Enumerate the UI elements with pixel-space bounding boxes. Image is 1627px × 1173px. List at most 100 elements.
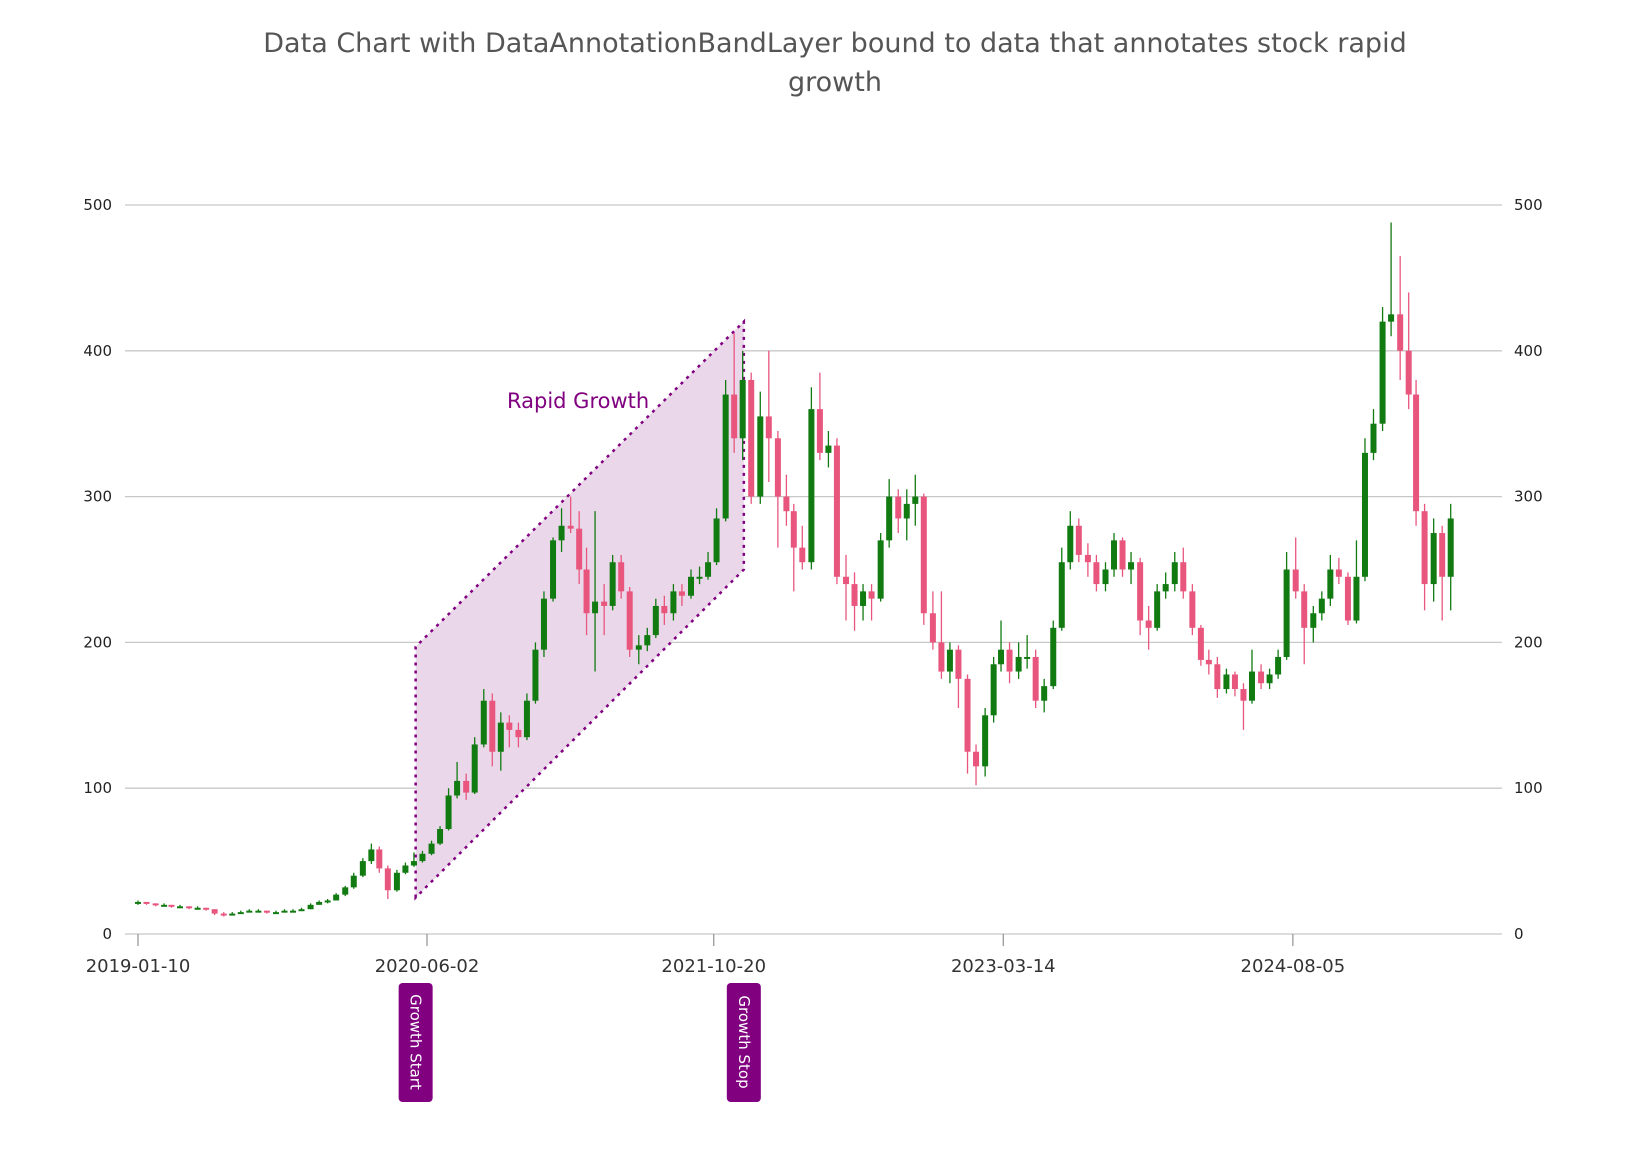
candle xyxy=(168,904,175,908)
candle-body xyxy=(237,912,244,915)
y-tick-label-left: 100 xyxy=(83,779,112,797)
candle-body xyxy=(410,861,417,866)
candle xyxy=(955,645,962,709)
candle-body xyxy=(255,910,262,913)
candle xyxy=(618,554,625,599)
candle xyxy=(1006,642,1013,684)
y-tick-label-left: 200 xyxy=(83,633,112,651)
candle xyxy=(1439,525,1446,621)
candle-body xyxy=(1223,674,1230,690)
y-tick-label-right: 100 xyxy=(1514,779,1543,797)
candle xyxy=(1379,307,1386,431)
candle xyxy=(765,350,772,483)
candle xyxy=(1266,668,1273,690)
candle-body xyxy=(1344,576,1351,621)
candle xyxy=(186,906,193,910)
candle-body xyxy=(480,700,487,745)
candle xyxy=(237,910,244,915)
candle xyxy=(799,525,806,570)
candle-body xyxy=(1318,598,1325,614)
candle xyxy=(990,656,997,723)
candle-body xyxy=(316,901,323,905)
candle xyxy=(263,910,270,914)
candle xyxy=(783,474,790,526)
candle-body xyxy=(523,700,530,738)
candle-body xyxy=(748,379,755,497)
candle-body xyxy=(281,910,288,913)
candle xyxy=(359,858,366,878)
candle xyxy=(1189,584,1196,636)
candle xyxy=(903,489,910,541)
candle xyxy=(307,903,314,910)
candle-body xyxy=(1111,540,1118,570)
candle xyxy=(567,496,574,534)
candle xyxy=(670,584,677,621)
candle xyxy=(255,909,262,913)
y-tick-label-left: 400 xyxy=(83,342,112,360)
candle-body xyxy=(1137,562,1144,621)
candle-body xyxy=(463,780,470,793)
candle-body xyxy=(783,496,790,512)
candle-body xyxy=(515,729,522,738)
candle xyxy=(877,533,884,602)
candle-body xyxy=(558,525,565,541)
candle-body xyxy=(601,601,608,606)
candle xyxy=(1353,540,1360,624)
candle-body xyxy=(1024,656,1031,659)
candle-body xyxy=(886,496,893,541)
candle-body xyxy=(713,518,720,563)
candle xyxy=(1275,649,1282,679)
candle-body xyxy=(583,569,590,614)
candle xyxy=(1041,678,1048,713)
candle-body xyxy=(696,576,703,579)
candle xyxy=(860,584,867,621)
candle-body xyxy=(168,904,175,907)
chart-title: Data Chart with DataAnnotationBandLayer … xyxy=(263,28,1407,98)
candle-body xyxy=(964,678,971,752)
candle-body xyxy=(1361,452,1368,577)
candle-body xyxy=(1283,569,1290,657)
candle xyxy=(1128,552,1135,585)
candle xyxy=(497,712,504,771)
growth-start-badge-label: Growth Start xyxy=(407,994,425,1090)
candle xyxy=(281,909,288,913)
candle-body xyxy=(419,853,426,862)
candle-body xyxy=(384,868,391,891)
candle-body xyxy=(263,910,270,913)
candle-body xyxy=(1041,686,1048,701)
candle xyxy=(601,584,608,636)
candle-body xyxy=(1162,584,1169,592)
y-tick-label-right: 300 xyxy=(1514,488,1543,506)
candle-body xyxy=(825,445,832,453)
growth-start-badge: Growth Start xyxy=(398,983,433,1102)
candle-body xyxy=(550,540,557,599)
candle xyxy=(964,674,971,774)
candle xyxy=(1154,584,1161,631)
candle-body xyxy=(437,829,444,844)
candle-body xyxy=(506,722,513,730)
candle xyxy=(982,708,989,777)
candle xyxy=(143,901,150,905)
candle-body xyxy=(1275,656,1282,675)
candle xyxy=(688,569,695,599)
candle xyxy=(886,479,893,548)
candle-body xyxy=(1154,591,1161,628)
y-tick-label-left: 0 xyxy=(102,925,112,943)
y-tick-label-right: 400 xyxy=(1514,342,1543,360)
candle-body xyxy=(765,416,772,439)
candle xyxy=(350,872,357,889)
candle-body xyxy=(350,875,357,888)
candle xyxy=(774,430,781,548)
candle-body xyxy=(618,562,625,592)
candle xyxy=(1171,552,1178,592)
candle-body xyxy=(609,562,616,606)
candle-body xyxy=(799,547,806,563)
candle-body xyxy=(1353,576,1360,621)
candle-body xyxy=(1292,569,1299,592)
candle xyxy=(290,909,297,913)
candle xyxy=(1119,537,1126,577)
candle xyxy=(1283,552,1290,660)
candle-body xyxy=(1240,689,1247,701)
candle-body xyxy=(1231,674,1238,690)
